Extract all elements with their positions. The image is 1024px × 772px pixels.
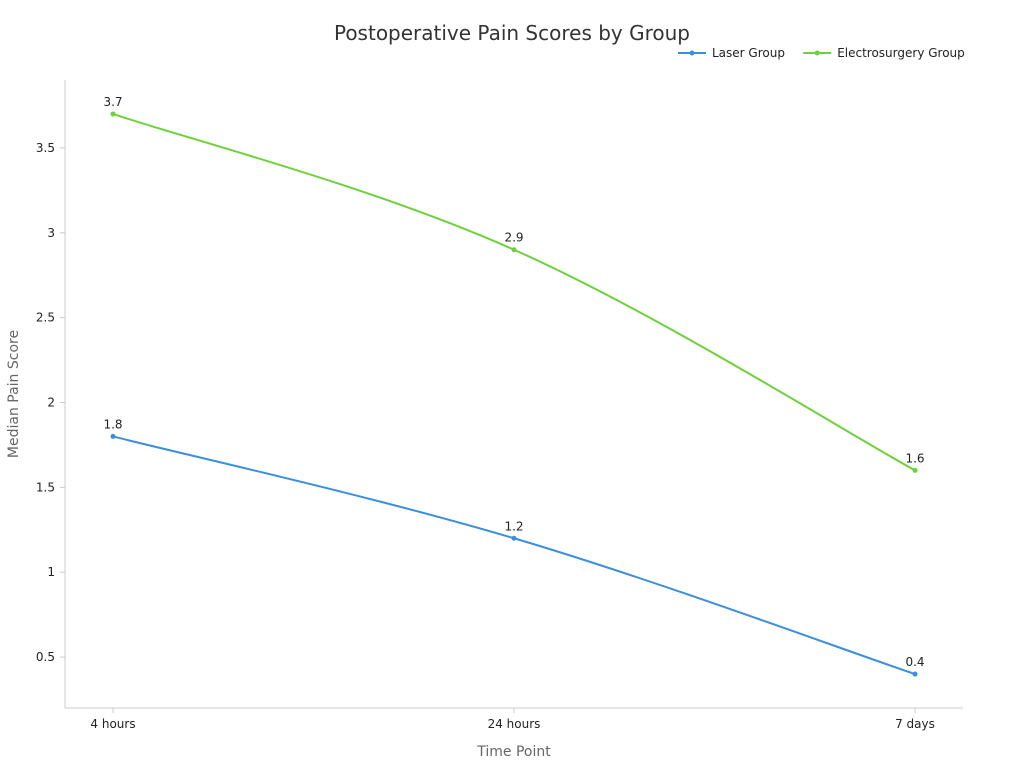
y-tick-label: 2 [47, 395, 55, 409]
data-point [912, 467, 918, 473]
y-tick-label: 2.5 [36, 311, 55, 325]
data-point [110, 433, 116, 439]
legend-item[interactable]: Laser Group [678, 46, 785, 60]
series-line [112, 435, 916, 676]
data-label: 1.2 [504, 519, 523, 533]
y-tick-label: 0.5 [36, 650, 55, 664]
chart-title: Postoperative Pain Scores by Group [334, 21, 690, 45]
legend-label: Electrosurgery Group [837, 46, 965, 60]
x-axis-label: Time Point [476, 744, 551, 760]
y-tick-label: 3 [47, 226, 55, 240]
data-label: 1.6 [905, 451, 924, 465]
data-point [511, 247, 517, 253]
series-line [112, 112, 916, 472]
y-tick-label: 1.5 [36, 480, 55, 494]
data-point [110, 111, 116, 117]
legend: Laser Group Electrosurgery Group [678, 46, 965, 60]
data-label: 0.4 [905, 655, 924, 669]
x-tick-label: 7 days [895, 717, 935, 731]
data-label: 3.7 [103, 95, 122, 109]
x-tick-label: 4 hours [90, 717, 135, 731]
y-tick-label: 3.5 [36, 141, 55, 155]
legend-swatch-dot [814, 50, 820, 56]
x-tick-label: 24 hours [488, 717, 541, 731]
x-axis-ticks: 4 hours 24 hours 7 days [90, 708, 935, 731]
legend-item[interactable]: Electrosurgery Group [803, 46, 965, 60]
series-layer: 1.8 1.2 0.4 3.7 2.9 1.6 [103, 95, 925, 677]
legend-swatch-dot [689, 50, 695, 56]
data-label: 2.9 [504, 231, 523, 245]
data-point [912, 671, 918, 677]
y-axis-label: Median Pain Score [6, 330, 22, 458]
legend-label: Laser Group [712, 46, 785, 60]
data-label: 1.8 [103, 417, 122, 431]
data-point [511, 535, 517, 541]
y-tick-label: 1 [47, 565, 55, 579]
y-axis-ticks: 0.5 1 1.5 2 2.5 3 3.5 [36, 141, 65, 664]
